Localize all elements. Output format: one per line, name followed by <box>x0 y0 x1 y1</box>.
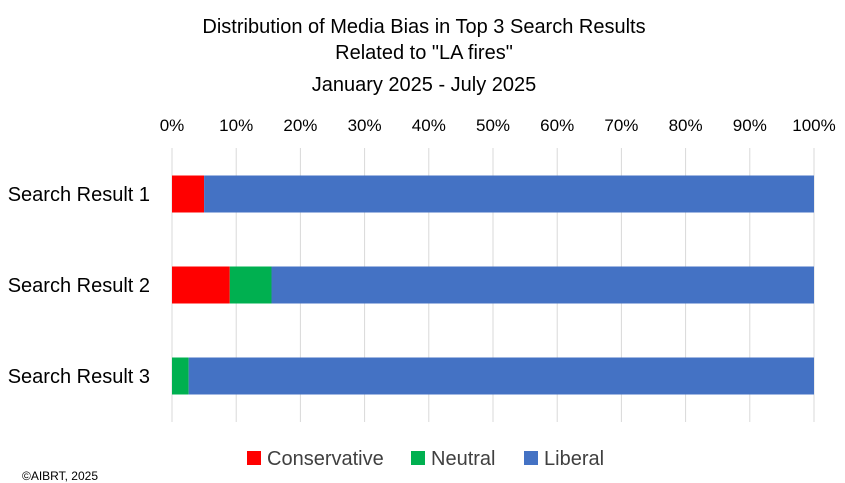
legend-swatch-conservative <box>247 451 261 465</box>
bar-liberal-result-2 <box>271 266 814 304</box>
x-tick-label: 50% <box>476 116 510 135</box>
category-label: Search Result 1 <box>8 184 150 206</box>
legend-swatch-neutral <box>411 451 425 465</box>
bar-neutral-result-2 <box>229 266 272 304</box>
x-tick-label: 10% <box>219 116 253 135</box>
bars <box>172 175 815 395</box>
legend: Conservative Neutral Liberal <box>247 448 604 470</box>
bar-liberal-result-1 <box>204 175 815 213</box>
bar-conservative-result-1 <box>172 175 205 213</box>
x-tick-label: 60% <box>540 116 574 135</box>
legend-label-neutral: Neutral <box>431 448 495 470</box>
bar-conservative-result-2 <box>172 266 230 304</box>
x-tick-label: 20% <box>283 116 317 135</box>
x-tick-label: 90% <box>733 116 767 135</box>
chart-title-line-1: Distribution of Media Bias in Top 3 Sear… <box>202 16 645 38</box>
chart-title-line-3: January 2025 - July 2025 <box>312 74 537 96</box>
chart-title-line-2: Related to "LA fires" <box>335 42 513 64</box>
category-label: Search Result 3 <box>8 366 150 388</box>
legend-swatch-liberal <box>524 451 538 465</box>
chart-title: Distribution of Media Bias in Top 3 Sear… <box>202 16 645 96</box>
legend-label-liberal: Liberal <box>544 448 604 470</box>
bar-liberal-result-3 <box>188 357 814 395</box>
bar-neutral-result-3 <box>172 357 189 395</box>
x-tick-label: 30% <box>348 116 382 135</box>
y-axis-categories: Search Result 1 Search Result 2 Search Res… <box>8 184 150 388</box>
copyright-text: ©AIBRT, 2025 <box>22 469 98 483</box>
x-tick-label: 40% <box>412 116 446 135</box>
x-tick-label: 70% <box>604 116 638 135</box>
legend-label-conservative: Conservative <box>267 448 384 470</box>
x-tick-label: 0% <box>160 116 185 135</box>
x-tick-label: 100% <box>792 116 835 135</box>
x-tick-label: 80% <box>669 116 703 135</box>
category-label: Search Result 2 <box>8 275 150 297</box>
x-axis-ticks: 0% 10% 20% 30% 40% 50% 60% 70% 80% 90% 100% <box>160 116 836 135</box>
